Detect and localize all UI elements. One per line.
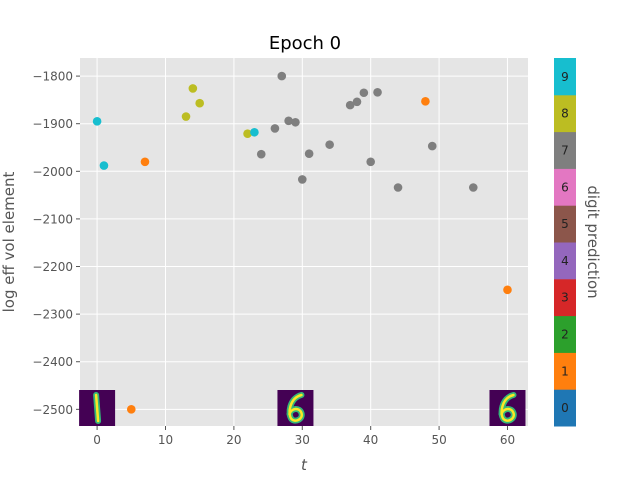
data-point xyxy=(503,285,512,295)
colorbar-tick-label: 2 xyxy=(561,328,569,342)
colorbar-tick-label: 0 xyxy=(561,401,569,415)
plot-area xyxy=(80,58,528,426)
colorbar-tick-label: 1 xyxy=(561,364,569,378)
colorbar-segment xyxy=(554,352,576,390)
y-tick-label: −2500 xyxy=(32,403,73,417)
y-tick-label: −2200 xyxy=(32,260,73,274)
y-axis-label: log eff vol element xyxy=(0,171,18,312)
colorbar-label: digit prediction xyxy=(584,185,602,298)
x-axis-label: t xyxy=(301,456,308,474)
colorbar-segment xyxy=(554,278,576,317)
data-point xyxy=(277,71,287,81)
data-point xyxy=(297,175,307,184)
data-point xyxy=(92,117,102,126)
digit-stroke xyxy=(500,393,516,422)
data-point xyxy=(325,140,334,149)
colorbar-segment xyxy=(554,205,576,243)
grid-lines xyxy=(80,58,528,426)
x-tick-label: 10 xyxy=(158,433,173,447)
colorbar-tick-label: 6 xyxy=(561,180,569,194)
data-point xyxy=(359,88,369,98)
data-point xyxy=(427,141,437,151)
data-point xyxy=(250,127,259,137)
colorbar-segment xyxy=(554,389,576,427)
data-point xyxy=(99,161,109,170)
colorbar-segment xyxy=(554,168,576,206)
y-tick-label: −1800 xyxy=(32,70,73,84)
colorbar-segment xyxy=(554,131,576,169)
data-point xyxy=(284,116,293,126)
data-point xyxy=(291,117,300,127)
data-point xyxy=(352,97,362,107)
data-point xyxy=(393,183,403,192)
x-tick-label: 30 xyxy=(295,433,310,447)
data-point xyxy=(195,98,204,108)
y-tick-label: −2400 xyxy=(32,355,73,369)
digit-stroke xyxy=(94,393,100,423)
data-point xyxy=(366,157,375,167)
colorbar-segment xyxy=(554,58,576,96)
digit-thumbnail xyxy=(79,390,116,426)
data-points xyxy=(92,71,512,414)
data-point xyxy=(421,97,430,106)
data-point xyxy=(243,129,252,138)
data-point xyxy=(270,124,280,133)
colorbar-tick-label: 9 xyxy=(561,70,569,84)
data-point xyxy=(188,84,198,93)
colorbar-tick-label: 8 xyxy=(561,107,569,121)
x-tick-label: 50 xyxy=(431,433,446,447)
data-point xyxy=(468,183,478,192)
data-point xyxy=(256,149,266,159)
digit-thumbnail xyxy=(489,390,526,426)
data-point xyxy=(140,157,150,167)
x-tick-label: 60 xyxy=(500,433,515,447)
data-point xyxy=(181,112,191,121)
data-point xyxy=(345,100,355,110)
x-tick-label: 40 xyxy=(363,433,378,447)
colorbar-segment xyxy=(554,242,576,280)
digit-stroke xyxy=(288,393,303,422)
colorbar-tick-label: 3 xyxy=(561,291,569,305)
y-tick-label: −1900 xyxy=(32,117,73,131)
chart-title: Epoch 0 xyxy=(269,33,341,54)
x-tick-label: 0 xyxy=(93,433,101,447)
digit-thumbnails xyxy=(79,390,526,426)
y-tick-label: −2000 xyxy=(32,165,73,179)
y-tick-label: −2100 xyxy=(32,212,73,226)
y-axis-ticks: −1800 −1900 −2000 −2100 −2200 −2300 −2400 −2500 xyxy=(32,70,80,417)
y-tick-label: −2300 xyxy=(32,308,73,322)
digit-thumbnail xyxy=(277,390,314,426)
colorbar-segment xyxy=(554,94,576,133)
x-tick-label: 20 xyxy=(226,433,241,447)
data-point xyxy=(304,149,314,158)
data-point xyxy=(126,405,136,414)
colorbar-tick-label: 7 xyxy=(561,144,569,158)
colorbar-tick-label: 5 xyxy=(561,217,569,231)
colorbar: 0 1 2 3 4 5 6 7 8 9 xyxy=(554,58,576,427)
data-point xyxy=(373,87,382,97)
colorbar-segment xyxy=(554,315,576,353)
colorbar-tick-label: 4 xyxy=(561,254,569,268)
x-axis-ticks: 0 10 20 30 40 50 60 xyxy=(93,426,515,447)
